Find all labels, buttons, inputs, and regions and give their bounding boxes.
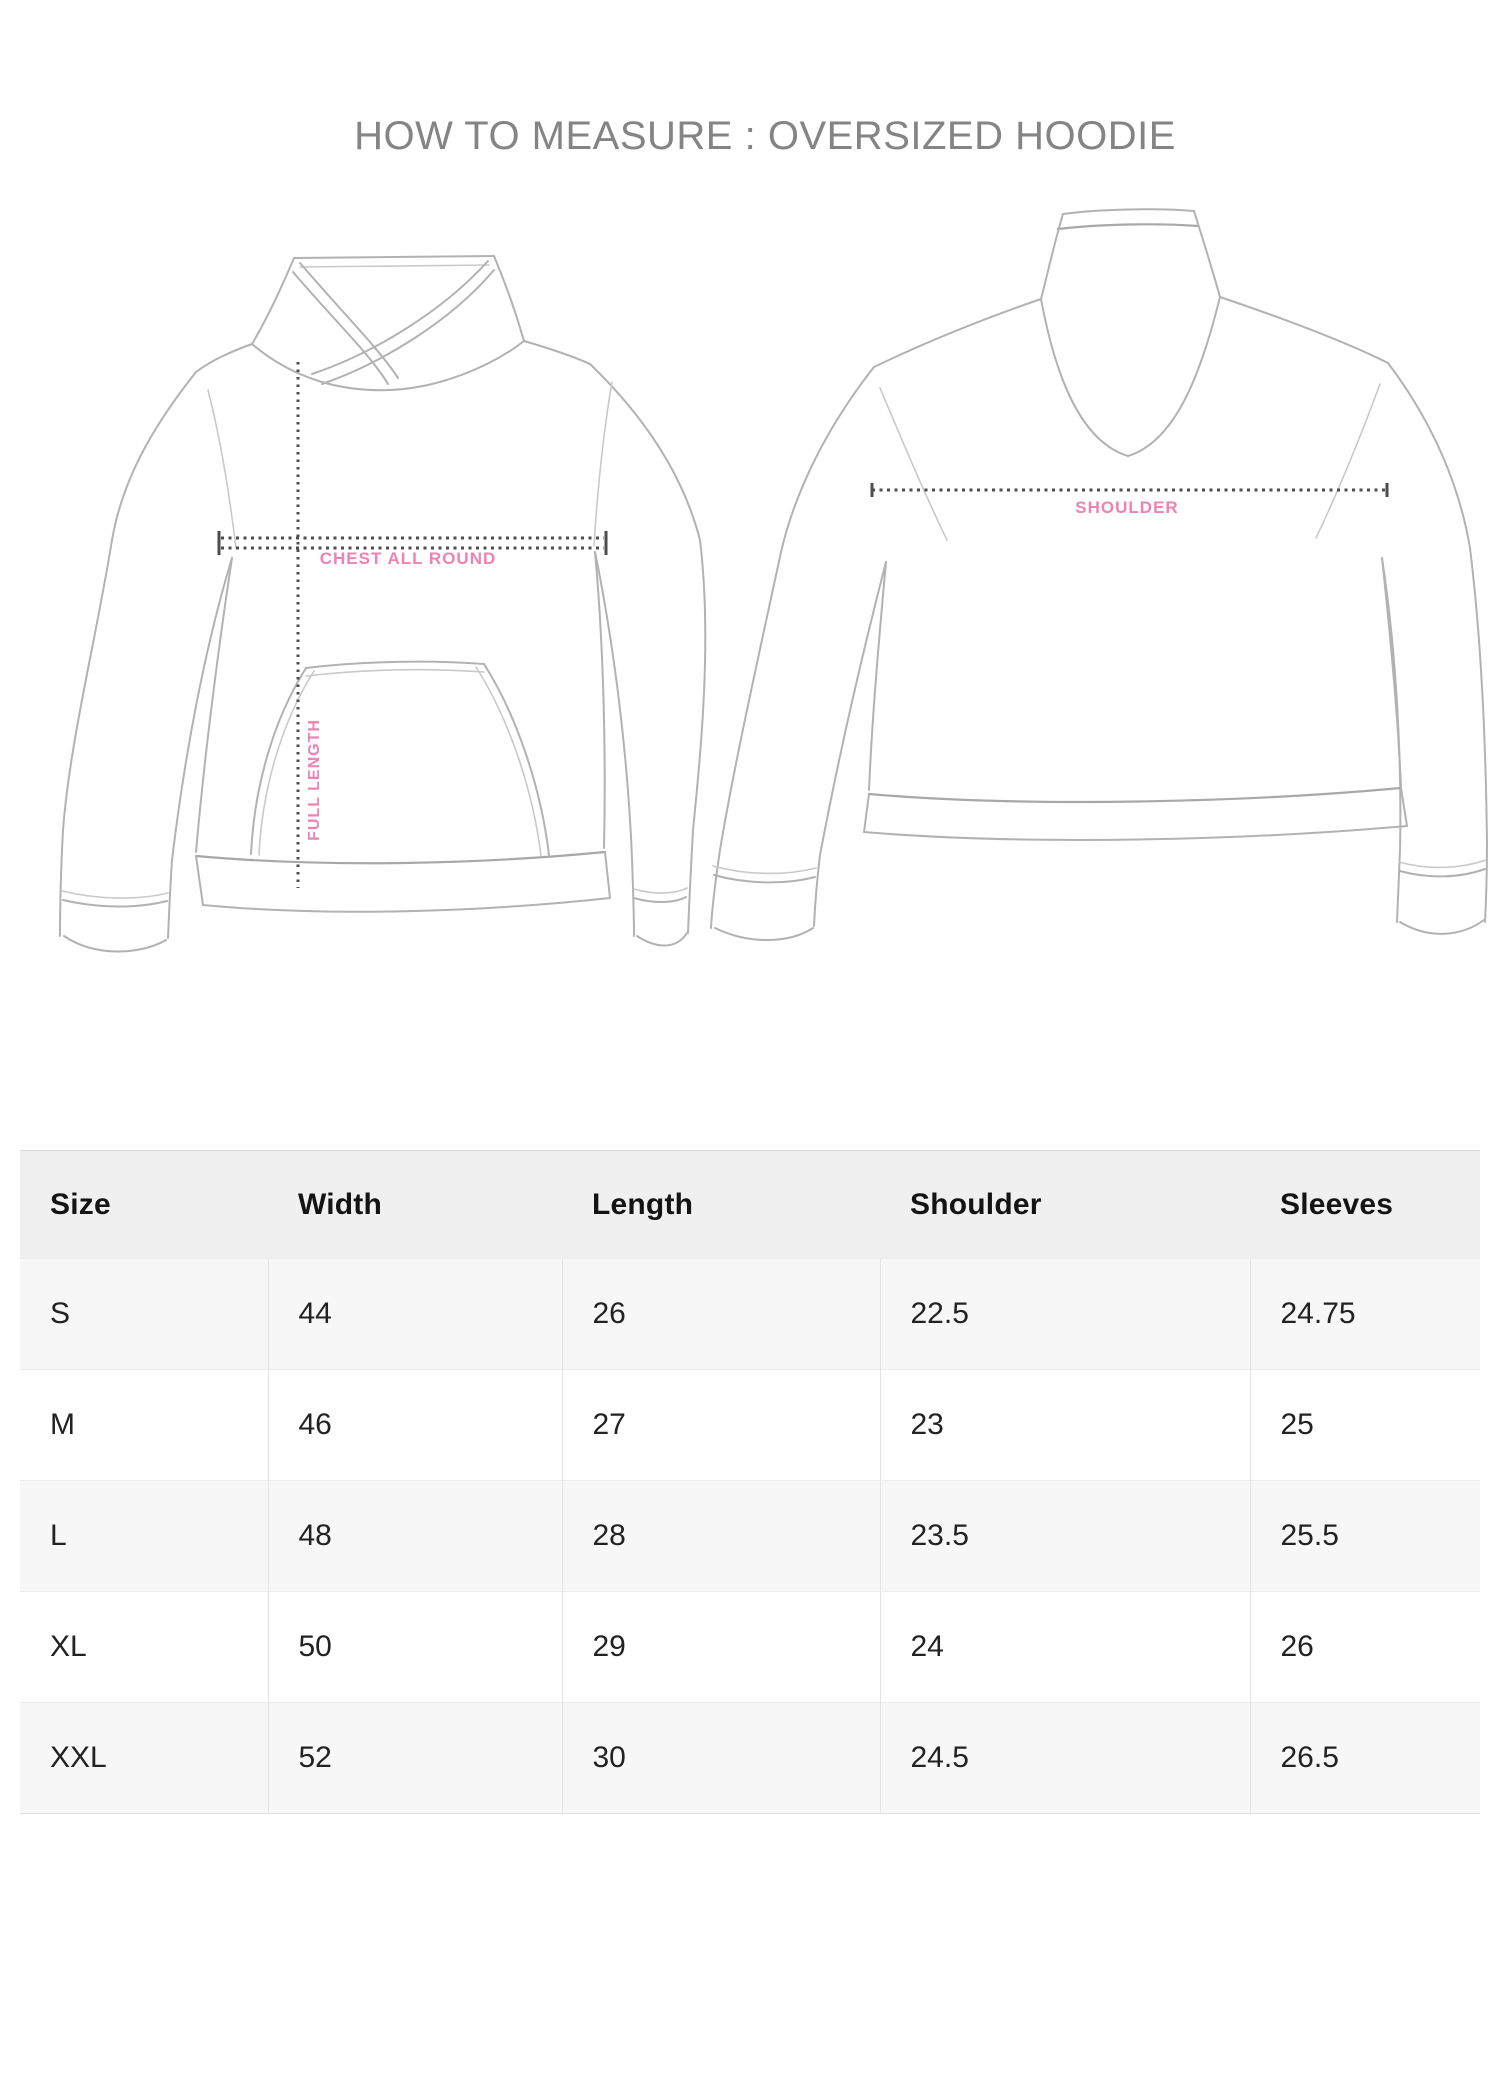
size-table-header-row: Size Width Length Shoulder Sleeves: [20, 1150, 1480, 1259]
table-row-l: L 48 28 23.5 25.5: [20, 1480, 1480, 1592]
page-title: HOW TO MEASURE : OVERSIZED HOODIE: [354, 114, 1176, 158]
length-cell: 26: [561, 1258, 880, 1370]
header-cell-width: Width: [268, 1150, 562, 1259]
shoulder-label: SHOULDER: [1075, 498, 1179, 517]
width-cell: 48: [267, 1480, 562, 1592]
full-length-label: FULL LENGTH: [306, 719, 323, 841]
length-cell: 27: [561, 1369, 880, 1481]
shoulder-cell: 24: [879, 1591, 1250, 1703]
size-table: Size Width Length Shoulder Sleeves S 44 …: [20, 1150, 1480, 1814]
shoulder-cell: 22.5: [879, 1258, 1250, 1370]
measurement-lines: [217, 362, 1389, 888]
sleeves-cell: 25.5: [1249, 1480, 1480, 1592]
header-cell-size: Size: [20, 1150, 268, 1259]
sleeves-cell: 24.75: [1249, 1258, 1480, 1370]
width-cell: 52: [267, 1702, 562, 1814]
size-cell: S: [20, 1258, 268, 1370]
size-cell: XXL: [20, 1702, 268, 1814]
header-cell-length: Length: [562, 1150, 880, 1259]
size-cell: L: [20, 1480, 268, 1592]
header-cell-sleeves: Sleeves: [1250, 1150, 1480, 1259]
width-cell: 46: [267, 1369, 562, 1481]
length-cell: 28: [561, 1480, 880, 1592]
sleeves-cell: 26: [1249, 1591, 1480, 1703]
size-cell: XL: [20, 1591, 268, 1703]
table-row-xxl: XXL 52 30 24.5 26.5: [20, 1702, 1480, 1814]
header-cell-shoulder: Shoulder: [880, 1150, 1250, 1259]
shoulder-cell: 23: [879, 1369, 1250, 1481]
front-hoodie-sketch: [59, 255, 707, 953]
shoulder-cell: 24.5: [879, 1702, 1250, 1814]
chest-all-round-label: CHEST ALL ROUND: [319, 549, 497, 568]
size-cell: M: [20, 1369, 268, 1481]
size-table-section: Size Width Length Shoulder Sleeves S 44 …: [20, 1150, 1480, 1814]
shoulder-cell: 23.5: [879, 1480, 1250, 1592]
table-row-xl: XL 50 29 24 26: [20, 1591, 1480, 1703]
table-row-s: S 44 26 22.5 24.75: [20, 1258, 1480, 1370]
sleeves-cell: 26.5: [1249, 1702, 1480, 1814]
back-hoodie-sketch: [710, 208, 1489, 941]
sleeves-cell: 25: [1249, 1369, 1480, 1481]
width-cell: 50: [267, 1591, 562, 1703]
length-cell: 29: [561, 1591, 880, 1703]
width-cell: 44: [267, 1258, 562, 1370]
length-cell: 30: [561, 1702, 880, 1814]
table-row-m: M 46 27 23 25: [20, 1369, 1480, 1481]
